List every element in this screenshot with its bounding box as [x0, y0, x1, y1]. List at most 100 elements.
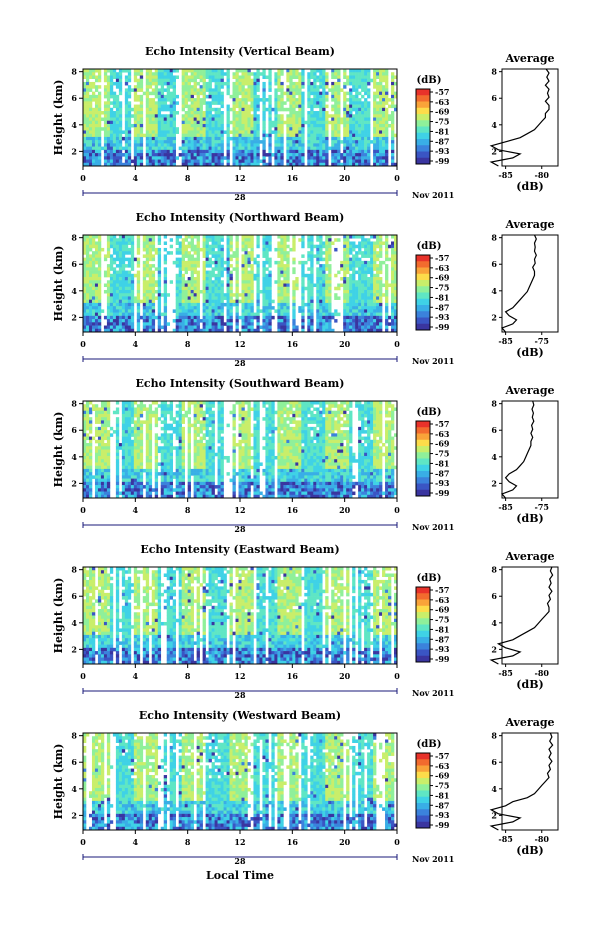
heatmap-cell	[127, 136, 132, 141]
heatmap-cell	[349, 146, 353, 151]
heatmap-cell	[367, 143, 371, 147]
heatmap-cell	[268, 123, 272, 128]
heatmap-cell	[121, 257, 126, 262]
heatmap-cell	[106, 78, 111, 83]
colorbar-swatch	[416, 292, 430, 300]
heatmap-cell	[106, 111, 111, 115]
heatmap-cell	[139, 123, 144, 128]
heatmap-cell	[202, 101, 206, 105]
heatmap-cell	[253, 85, 257, 89]
heatmap-cell	[214, 254, 218, 258]
heatmap-cell	[325, 315, 329, 320]
heatmap-cell	[280, 267, 284, 271]
heatmap-cell	[184, 127, 188, 131]
heatmap-cell	[214, 273, 218, 278]
heatmap-cell	[349, 244, 353, 249]
heatmap-cell	[106, 149, 111, 154]
heatmap-cell	[319, 127, 323, 131]
heatmap-cell	[88, 238, 93, 242]
heatmap-cell	[277, 153, 281, 157]
heatmap-cell	[121, 270, 126, 275]
heatmap-cell	[268, 247, 272, 252]
heatmap-cell	[262, 162, 266, 167]
heatmap-cell	[196, 94, 200, 99]
heatmap-cell	[118, 296, 123, 300]
heatmap-cell	[391, 270, 395, 275]
heatmap-cell	[343, 143, 347, 147]
heatmap-cell	[280, 299, 284, 304]
heatmap-cell	[301, 241, 305, 245]
heatmap-cell	[391, 146, 395, 151]
heatmap-cell	[310, 130, 314, 134]
heatmap-cell	[124, 270, 129, 275]
heatmap-cell	[190, 312, 194, 317]
heatmap-cell	[379, 94, 383, 99]
heatmap-cell	[115, 270, 120, 275]
heatmap-cell	[379, 247, 383, 252]
heatmap-cell	[193, 85, 197, 89]
heatmap-cell	[181, 296, 185, 300]
heatmap-cell	[103, 283, 108, 288]
heatmap-cell	[109, 85, 114, 89]
heatmap-cell	[88, 254, 93, 258]
heatmap-cell	[83, 85, 87, 89]
heatmap-cell	[83, 241, 87, 245]
heatmap-cell	[241, 72, 245, 76]
heatmap-cell	[367, 267, 371, 271]
heatmap-cell	[244, 75, 248, 79]
heatmap-cell	[337, 270, 341, 275]
heatmap-cell	[316, 277, 320, 281]
heatmap-cell	[97, 120, 102, 125]
heatmap-cell	[157, 241, 162, 245]
heatmap-cell	[373, 75, 377, 79]
heatmap-cell	[217, 247, 221, 252]
heatmap-cell	[103, 143, 108, 147]
heatmap-cell	[163, 153, 168, 157]
heatmap-cell	[94, 328, 99, 333]
heatmap-cell	[127, 299, 132, 304]
heatmap-cell	[355, 159, 359, 164]
heatmap-cell	[367, 75, 371, 79]
heatmap-cell	[139, 156, 144, 160]
heatmap-cell	[109, 299, 114, 304]
heatmap-cell	[280, 241, 284, 245]
heatmap-cell	[280, 289, 284, 294]
heatmap-cell	[364, 143, 368, 147]
heatmap-cell	[241, 143, 245, 147]
heatmap-cell	[382, 72, 386, 76]
heatmap-cell	[268, 85, 272, 89]
heatmap-cell	[313, 81, 317, 86]
heatmap-cell	[235, 85, 239, 89]
heatmap-cell	[277, 286, 281, 291]
heatmap-cell	[319, 315, 323, 320]
heatmap-cell	[199, 85, 203, 89]
heatmap-cell	[367, 133, 371, 138]
heatmap-cell	[175, 127, 179, 131]
heatmap-cell	[151, 254, 156, 258]
heatmap-cell	[151, 136, 156, 141]
heatmap-cell	[256, 277, 260, 281]
heatmap-cell	[163, 159, 168, 164]
heatmap-cell	[286, 319, 290, 323]
heatmap-cell	[256, 149, 260, 154]
heatmap-cell	[292, 133, 296, 138]
heatmap-cell	[262, 140, 266, 144]
heatmap-cell	[358, 143, 362, 147]
heatmap-cell	[181, 72, 185, 76]
heatmap-cell	[241, 136, 245, 141]
heatmap-cell	[97, 247, 102, 252]
heatmap-cell	[187, 111, 191, 115]
heatmap-cell	[286, 270, 290, 275]
heatmap-cell	[181, 277, 185, 281]
heatmap-cell	[373, 146, 377, 151]
heatmap-cell	[358, 251, 362, 255]
heatmap-cell	[178, 306, 182, 310]
heatmap-cell	[184, 247, 188, 252]
heatmap-cell	[385, 94, 389, 99]
heatmap-cell	[202, 302, 206, 307]
heatmap-cell	[214, 101, 218, 105]
heatmap-cell	[214, 85, 218, 89]
heatmap-cell	[367, 111, 371, 115]
heatmap-cell	[181, 69, 185, 73]
heatmap-cell	[136, 283, 141, 288]
